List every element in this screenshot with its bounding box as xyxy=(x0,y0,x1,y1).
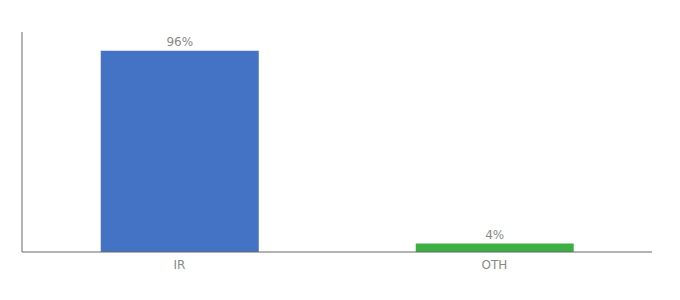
svg-text:96%: 96% xyxy=(166,35,193,49)
svg-text:OTH: OTH xyxy=(482,258,508,272)
svg-text:4%: 4% xyxy=(485,228,504,242)
svg-text:IR: IR xyxy=(174,258,186,272)
